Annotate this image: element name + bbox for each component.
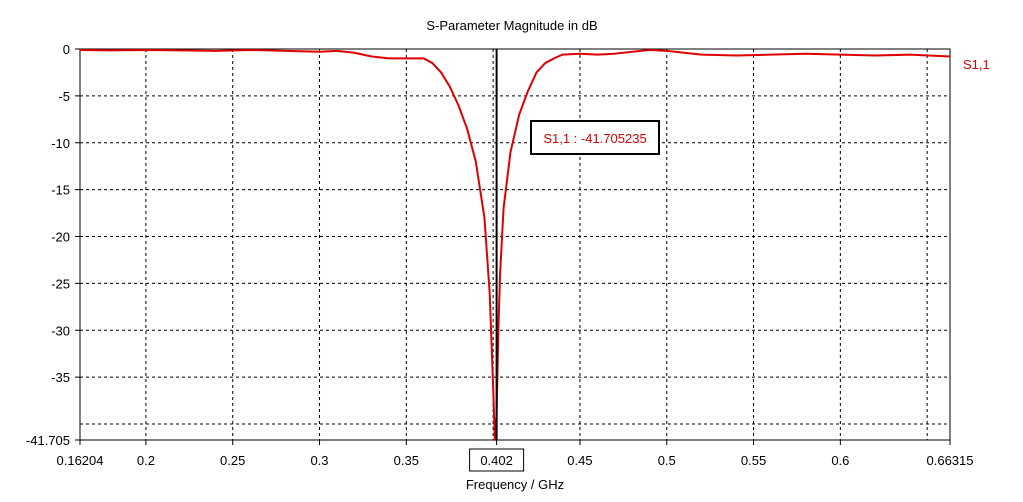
x-tick-label: 0.45 bbox=[567, 453, 592, 468]
y-tick-label: -30 bbox=[51, 323, 70, 338]
y-tick-label: -10 bbox=[51, 136, 70, 151]
y-tick-label: -15 bbox=[51, 183, 70, 198]
y-tick-labels: 0 -5 -10 -15 -20 -25 -30 -35 -41.705 bbox=[26, 42, 80, 448]
x-tick-label: 0.2 bbox=[137, 453, 155, 468]
y-tick-label: -41.705 bbox=[26, 433, 70, 448]
marker-layer[interactable]: S1,1 : -41.705235 bbox=[495, 49, 660, 440]
x-tick-label: 0.35 bbox=[394, 453, 419, 468]
marker-label-box bbox=[530, 120, 660, 155]
marker-label: S1,1 : -41.705235 bbox=[543, 131, 646, 146]
plot-frame bbox=[79, 48, 951, 441]
y-tick-label: 0 bbox=[63, 42, 70, 57]
y-tick-label: -25 bbox=[51, 276, 70, 291]
x-tick-label: 0.25 bbox=[220, 453, 245, 468]
y-tick-label: -35 bbox=[51, 370, 70, 385]
chart-title: S-Parameter Magnitude in dB bbox=[426, 18, 597, 33]
x-tick-labels: 0.16204 0.2 0.25 0.3 0.35 0.402 0.45 0.5 0.55 0.6… bbox=[57, 440, 974, 472]
y-tick-label: -5 bbox=[58, 89, 70, 104]
marker-x-label: 0.402 bbox=[480, 453, 513, 468]
legend-s11: S1,1 bbox=[963, 57, 990, 72]
x-axis-label: Frequency / GHz bbox=[466, 477, 564, 492]
x-tick-label: 0.5 bbox=[658, 453, 676, 468]
y-tick-label: -20 bbox=[51, 230, 70, 245]
marker-x-box bbox=[469, 448, 525, 472]
x-tick-label: 0.6 bbox=[831, 453, 849, 468]
grid-layer bbox=[80, 49, 950, 440]
x-tick-label: 0.3 bbox=[310, 453, 328, 468]
x-tick-label: 0.55 bbox=[741, 453, 766, 468]
x-tick-label: 0.66315 bbox=[927, 453, 974, 468]
x-tick-label: 0.16204 bbox=[57, 453, 104, 468]
